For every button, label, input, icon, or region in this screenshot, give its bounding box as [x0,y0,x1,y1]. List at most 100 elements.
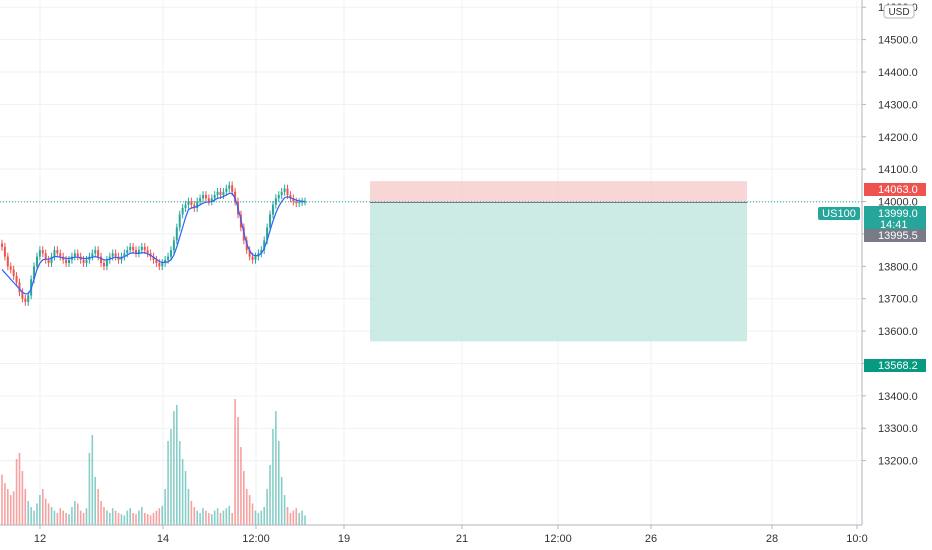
take-profit-zone[interactable] [370,202,747,342]
candle-body[interactable] [283,188,286,192]
candle-body[interactable] [105,259,108,267]
bid-price-tag[interactable]: 13995.5 [864,229,926,242]
candle-body[interactable] [219,191,222,196]
candle-body[interactable] [143,246,146,251]
candle-body[interactable] [263,240,266,251]
candles[interactable] [1,181,306,306]
candle-body[interactable] [202,195,205,199]
candle-body[interactable] [24,298,27,302]
candle-body[interactable] [137,250,140,254]
candle-body[interactable] [35,256,38,267]
candle-body[interactable] [184,204,187,209]
candle-body[interactable] [6,256,9,267]
candle-body[interactable] [260,250,263,254]
candle-body[interactable] [248,250,251,257]
candle-body[interactable] [27,295,30,302]
candle-body[interactable] [135,250,138,254]
candle-body[interactable] [304,201,306,203]
candle-body[interactable] [53,250,56,257]
candle-body[interactable] [178,214,181,228]
candle-body[interactable] [3,246,6,257]
candle-body[interactable] [44,253,47,260]
candle-body[interactable] [155,259,158,264]
candle-body[interactable] [146,250,149,254]
stop-loss-tag[interactable]: 14063.0 [864,183,926,196]
candle-body[interactable] [100,256,103,264]
candle-body[interactable] [196,201,199,209]
take-profit-tag[interactable]: 13568.2 [864,359,926,372]
candle-body[interactable] [158,263,161,267]
candle-body[interactable] [164,259,167,264]
candle-body[interactable] [152,256,155,260]
candle-body[interactable] [132,246,135,251]
candle-body[interactable] [254,256,257,260]
candle-body[interactable] [210,198,213,202]
candle-body[interactable] [126,250,129,254]
stop-loss-zone[interactable] [370,181,747,203]
candle-body[interactable] [68,259,71,264]
candle-body[interactable] [231,185,234,192]
candle-body[interactable] [216,191,219,196]
candle-body[interactable] [59,253,62,257]
symbol-tag[interactable]: US100 [818,207,860,220]
candle-body[interactable] [94,250,97,254]
candle-body[interactable] [234,191,237,202]
candle-body[interactable] [41,250,44,254]
candle-body[interactable] [161,263,164,267]
price-axis-panel[interactable] [862,0,932,525]
candle-body[interactable] [190,201,193,205]
candle-body[interactable] [286,188,289,196]
candle-body[interactable] [76,253,79,257]
candle-body[interactable] [21,292,24,299]
candle-body[interactable] [187,201,190,205]
candle-body[interactable] [204,195,207,199]
candle-body[interactable] [193,204,196,209]
candle-body[interactable] [213,195,216,199]
candle-body[interactable] [280,191,283,196]
candle-body[interactable] [82,259,85,264]
candle-body[interactable] [38,250,41,257]
candle-body[interactable] [269,214,272,228]
candle-body[interactable] [169,250,172,257]
candle-body[interactable] [129,246,132,251]
candle-body[interactable] [266,227,269,241]
candle-body[interactable] [228,185,231,189]
candle-body[interactable] [199,198,202,202]
candle-body[interactable] [295,201,298,204]
candle-body[interactable] [15,276,18,283]
candle-body[interactable] [140,246,143,251]
candle-body[interactable] [207,198,210,202]
candle-body[interactable] [1,243,3,247]
candle-body[interactable] [289,195,292,199]
time-axis-panel[interactable] [0,525,932,550]
candle-body[interactable] [222,191,225,196]
candle-body[interactable] [301,201,304,203]
candle-body[interactable] [73,253,76,257]
candle-body[interactable] [56,250,59,254]
candle-body[interactable] [274,198,277,205]
candle-body[interactable] [33,266,36,280]
candle-body[interactable] [65,259,68,264]
candle-body[interactable] [271,204,274,215]
candle-body[interactable] [225,188,228,192]
candle-body[interactable] [9,266,12,270]
candle-body[interactable] [172,240,175,251]
candle-body[interactable] [47,259,50,264]
candle-body[interactable] [181,208,184,215]
last-price-tag[interactable]: 13999.0 14:41 [864,206,926,231]
position-zones[interactable] [370,181,747,342]
candle-body[interactable] [111,253,114,257]
candle-body[interactable] [167,256,170,260]
candle-body[interactable] [277,195,280,199]
candle-body[interactable] [114,253,117,257]
candle-body[interactable] [251,256,254,260]
candle-body[interactable] [175,227,178,241]
candle-body[interactable] [85,259,88,264]
candle-body[interactable] [298,202,301,204]
candle-body[interactable] [123,253,126,257]
candle-body[interactable] [108,256,111,260]
currency-badge[interactable]: USD [883,4,915,19]
candle-body[interactable] [102,263,105,267]
